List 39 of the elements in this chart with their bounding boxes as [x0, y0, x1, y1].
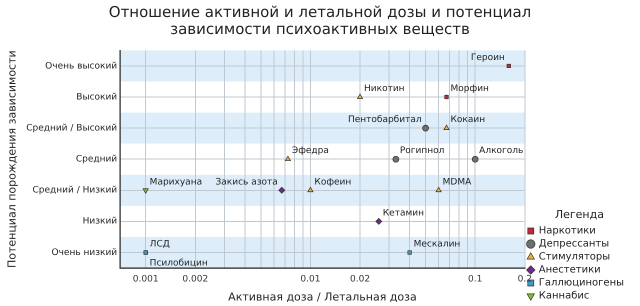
legend-label: Галлюциногены	[538, 278, 624, 289]
x-tick-label: 0.01	[300, 274, 320, 285]
y-tick-label: Средний / Высокий	[26, 123, 118, 134]
y-tick-label: Очень низкий	[52, 248, 118, 258]
legend-label: Наркотики	[538, 226, 596, 237]
annotation: Марихуана	[150, 177, 202, 188]
y-tick-label: Средний / Низкий	[32, 186, 118, 196]
legend-label: Каннабис	[538, 290, 590, 302]
legend-title: Легенда	[554, 208, 604, 222]
annotation: Морфин	[450, 84, 490, 94]
y-tick-label: Средний	[76, 154, 118, 165]
x-tick-label: 0.002	[182, 274, 208, 285]
legend-label: Анестетики	[538, 264, 601, 276]
annotation: Закись азота	[216, 177, 278, 188]
x-tick-label: 0.02	[350, 274, 370, 285]
annotation: Алкоголь	[479, 146, 524, 156]
y-tick-label: Низкий	[82, 216, 118, 227]
annotation: Героин	[470, 52, 505, 63]
annotation: Псилобицин	[150, 258, 208, 268]
y-tick-label: Очень высокий	[45, 61, 118, 72]
annotation: Рогипнол	[400, 146, 444, 156]
x-tick-label: 0.2	[518, 274, 532, 285]
legend-label: Стимуляторы	[538, 252, 610, 263]
annotation: Никотин	[364, 84, 405, 94]
annotation: Мескалин	[414, 239, 460, 250]
y-axis-title: Потенциал порождения зависимости	[5, 50, 18, 268]
annotation: Кетамин	[382, 208, 424, 218]
annotation: Кокаин	[450, 115, 486, 126]
annotation: Кофеин	[314, 177, 352, 188]
annotation: MDMA	[442, 177, 472, 188]
x-axis-title: Активная доза / Летальная доза	[228, 290, 417, 304]
annotation: ЛСД	[150, 239, 170, 250]
legend-label: Депрессанты	[538, 238, 610, 250]
x-tick-label: 0.001	[132, 274, 159, 285]
chart-title: Отношение активной и летальной дозы и потенциал зависимости психоактивных веществ	[108, 2, 532, 40]
x-tick-label: 0.1	[468, 274, 482, 285]
annotation: Эфедра	[292, 146, 329, 156]
y-tick-label: Высокий	[76, 92, 118, 102]
annotation: Пентобарбитал	[348, 115, 422, 126]
